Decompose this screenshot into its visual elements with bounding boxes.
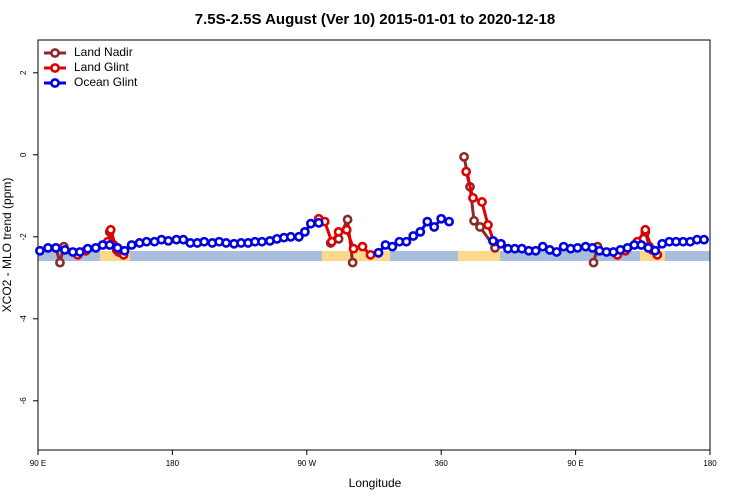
point-marker: [104, 240, 115, 250]
point-marker: [74, 247, 85, 257]
point-marker: [163, 235, 174, 246]
point-marker: [572, 242, 583, 253]
legend-marker: [50, 48, 60, 58]
y-tick-label: 2: [19, 70, 28, 75]
plot-frame: [37, 39, 711, 451]
point-marker: [257, 236, 267, 247]
point-marker: [483, 220, 493, 230]
point-marker: [650, 245, 661, 256]
point-marker: [408, 231, 419, 241]
x-axis-label: Longitude: [349, 476, 402, 490]
legend-label: Land Glint: [74, 60, 129, 74]
point-marker: [488, 235, 498, 246]
x-tick-label: 90 E: [30, 459, 46, 468]
point-marker: [477, 197, 487, 207]
point-marker: [401, 236, 412, 247]
point-marker: [348, 243, 359, 254]
point-marker: [551, 247, 562, 257]
point-marker: [459, 151, 469, 162]
point-marker: [496, 238, 506, 249]
point-marker: [305, 218, 316, 229]
point-marker: [35, 245, 45, 256]
point-marker: [221, 238, 232, 248]
point-marker: [469, 215, 479, 226]
legend-label: Land Nadir: [74, 45, 133, 59]
x-tick-label: 180: [166, 459, 180, 468]
point-marker: [341, 224, 352, 235]
legend-marker: [50, 63, 60, 73]
point-marker: [588, 257, 599, 268]
point-marker: [640, 224, 651, 235]
x-tick-label: 90 W: [297, 459, 316, 468]
point-marker: [429, 222, 440, 232]
x-tick-label: 360: [435, 459, 449, 468]
point-marker: [82, 243, 93, 254]
point-marker: [468, 192, 478, 203]
point-marker: [436, 213, 447, 224]
x-tick-label: 90 E: [567, 459, 583, 468]
y-axis-label: XCO2 - MLO trend (ppm): [0, 178, 14, 313]
y-tick-label: -2: [19, 233, 28, 241]
point-marker: [699, 234, 709, 245]
point-marker: [444, 216, 455, 227]
point-marker: [59, 245, 70, 255]
point-marker: [199, 236, 210, 247]
point-marker: [342, 214, 353, 225]
y-tick-label: 0: [19, 152, 28, 157]
point-marker: [415, 226, 426, 237]
legend-marker: [50, 78, 60, 88]
point-marker: [141, 236, 152, 247]
point-marker: [326, 236, 337, 247]
chart-title: 7.5S-2.5S August (Ver 10) 2015-01-01 to …: [195, 11, 555, 28]
y-tick-label: -6: [19, 397, 28, 405]
point-marker: [43, 242, 53, 253]
point-marker: [387, 241, 398, 252]
point-marker: [530, 245, 541, 256]
point-marker: [119, 245, 130, 256]
point-marker: [373, 247, 384, 258]
point-marker: [105, 224, 116, 235]
legend-label: Ocean Glint: [74, 75, 138, 89]
point-marker: [347, 257, 358, 268]
y-tick-label: -4: [19, 315, 28, 323]
point-marker: [55, 257, 65, 268]
point-marker: [285, 231, 296, 242]
point-marker: [422, 216, 433, 227]
point-marker: [357, 241, 368, 252]
point-marker: [333, 226, 344, 237]
point-marker: [51, 242, 61, 253]
point-marker: [299, 226, 310, 237]
point-marker: [126, 240, 137, 250]
x-tick-label: 180: [703, 459, 717, 468]
point-marker: [313, 217, 324, 228]
point-marker: [293, 231, 304, 242]
point-marker: [365, 249, 376, 260]
point-marker: [475, 222, 485, 232]
point-marker: [461, 166, 472, 177]
